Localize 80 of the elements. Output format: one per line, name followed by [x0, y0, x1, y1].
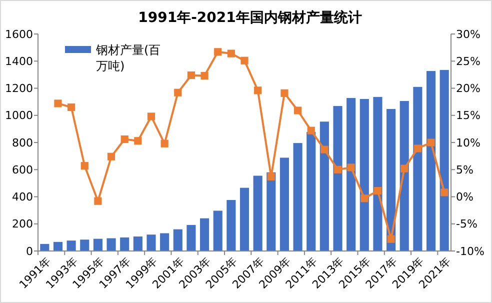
point: [214, 48, 222, 56]
bar: [306, 132, 316, 251]
bar: [426, 71, 436, 251]
point: [54, 100, 62, 108]
bar: [160, 233, 170, 251]
point: [267, 172, 275, 180]
point: [107, 152, 116, 160]
bar: [120, 237, 130, 251]
y-tick-label: 1400: [5, 54, 33, 68]
bar: [200, 218, 210, 251]
bar: [213, 210, 222, 251]
bar: [146, 234, 156, 251]
bar: [413, 86, 422, 251]
y2-tick-label: 15%: [456, 109, 480, 122]
point: [240, 56, 248, 64]
y-tick-label: 1200: [5, 82, 33, 96]
chart-title: 1991年-2021年国内钢材产量统计: [138, 9, 362, 26]
bar: [106, 238, 116, 251]
y2-tick-label: 30%: [456, 28, 480, 41]
bar: [360, 98, 369, 251]
point: [307, 126, 315, 134]
bar: [226, 200, 236, 251]
point: [360, 194, 368, 202]
y-tick-label: 600: [12, 163, 33, 176]
bar: [40, 244, 50, 251]
bar: [133, 236, 142, 251]
bar: [173, 229, 182, 251]
bar: [80, 240, 90, 251]
bar: [66, 240, 76, 251]
bar: [400, 101, 409, 251]
point: [440, 188, 448, 196]
bar: [440, 70, 449, 251]
point: [347, 164, 355, 172]
point: [187, 71, 196, 80]
point: [280, 89, 288, 97]
point: [374, 186, 382, 195]
y-tick-label: 800: [12, 136, 33, 150]
bar: [93, 238, 102, 251]
y2-tick-label: -10%: [456, 244, 484, 258]
bar: [293, 143, 302, 251]
point: [120, 135, 128, 144]
point: [387, 235, 395, 243]
y2-tick-label: 10%: [456, 136, 480, 150]
y-tick-label: 400: [12, 190, 33, 204]
point: [320, 146, 328, 154]
bar: [333, 106, 342, 251]
bar: [346, 98, 356, 251]
point: [174, 88, 182, 96]
bar: [186, 224, 196, 251]
y2-tick-label: 5%: [456, 163, 474, 176]
point: [334, 166, 342, 174]
bar: [280, 158, 289, 251]
point: [147, 112, 156, 120]
point: [227, 50, 235, 58]
y2-tick-label: 25%: [456, 54, 480, 68]
y-tick-label: 1600: [5, 28, 33, 41]
y2-tick-label: -5%: [456, 218, 478, 231]
point: [160, 140, 168, 148]
point: [200, 72, 208, 80]
point: [294, 106, 302, 114]
y2-tick-label: 20%: [456, 82, 480, 96]
y-tick-label: 1000: [5, 109, 33, 122]
point: [427, 138, 435, 146]
y-tick-label: 200: [12, 218, 33, 231]
y-tick-label: 0: [26, 244, 33, 258]
point: [400, 164, 408, 172]
bar: [240, 188, 250, 251]
legend-label: 钢材产量(百万吨): [95, 43, 161, 73]
point: [134, 137, 142, 145]
point: [68, 103, 76, 112]
bar: [266, 172, 276, 251]
bar: [373, 96, 382, 251]
bar: [320, 122, 329, 251]
point: [80, 162, 88, 170]
point: [414, 144, 422, 152]
bar: [253, 176, 262, 251]
point: [94, 197, 102, 205]
bar: [53, 242, 63, 251]
y2-tick-label: 0%: [456, 190, 474, 204]
point: [254, 86, 262, 94]
